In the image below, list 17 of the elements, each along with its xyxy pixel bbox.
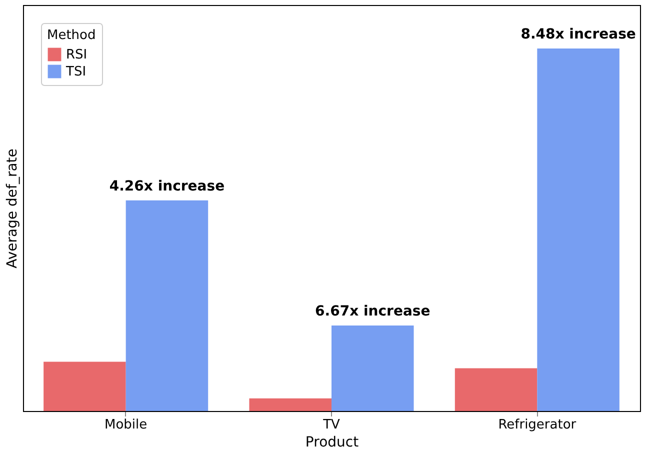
bar xyxy=(44,362,126,411)
y-axis-title: Average def_rate xyxy=(4,148,20,268)
x-tick-label: Mobile xyxy=(104,418,148,432)
x-axis-title: Product xyxy=(305,434,360,450)
legend-label: TSI xyxy=(65,64,86,80)
bar xyxy=(249,398,332,411)
bar xyxy=(332,325,414,411)
legend-title: Method xyxy=(47,28,96,43)
bar xyxy=(126,200,208,411)
bar xyxy=(537,48,620,411)
annotation: 6.67x increase xyxy=(315,303,430,320)
annotation: 8.48x increase xyxy=(520,26,636,42)
x-tick-label: Refrigerator xyxy=(498,418,577,432)
bar xyxy=(454,368,538,411)
annotation: 4.26x increase xyxy=(109,178,225,194)
x-tick-label: TV xyxy=(322,418,340,432)
legend-label: RSI xyxy=(66,48,88,62)
